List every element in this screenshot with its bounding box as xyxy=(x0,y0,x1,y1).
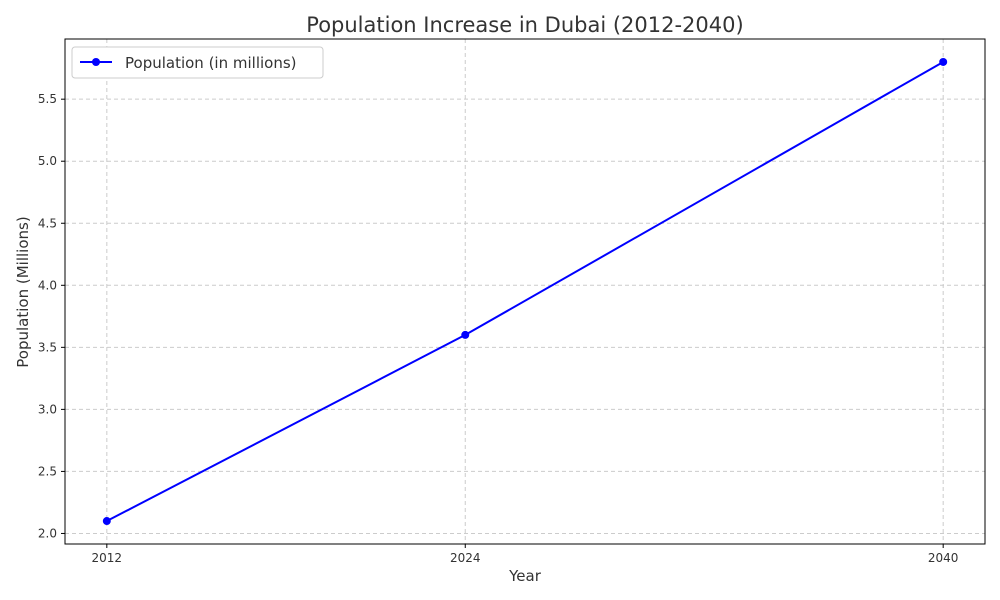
legend-entry-label: Population (in millions) xyxy=(125,54,297,72)
legend-marker-swatch xyxy=(92,58,100,66)
y-tick-label-3: 3.5 xyxy=(38,340,57,354)
x-tick-label-2: 2040 xyxy=(928,551,959,565)
y-tick-label-6: 5.0 xyxy=(38,154,57,168)
y-tick-label-0: 2.0 xyxy=(38,526,57,540)
y-axis-label: Population (Millions) xyxy=(14,216,32,367)
y-tick-label-5: 4.5 xyxy=(38,216,57,230)
chart-title: Population Increase in Dubai (2012-2040) xyxy=(306,13,743,37)
x-axis-label: Year xyxy=(508,567,542,585)
legend: Population (in millions) xyxy=(71,46,324,79)
data-point-0-0 xyxy=(102,517,111,526)
axes: 2.0 2.5 3.0 3.5 4.0 4.5 5.0 5.5 2012 2024 2040 xyxy=(38,38,986,565)
y-tick-label-2: 3.0 xyxy=(38,402,57,416)
series-line-0 xyxy=(106,61,944,522)
legend-box xyxy=(71,46,324,79)
plot-frame xyxy=(64,38,986,545)
series-group xyxy=(102,57,948,526)
y-tick-label-4: 4.0 xyxy=(38,278,57,292)
y-tick-label-7: 5.5 xyxy=(38,92,57,106)
data-point-0-2 xyxy=(939,57,948,66)
grid xyxy=(65,39,985,544)
x-tick-label-1: 2024 xyxy=(450,551,481,565)
y-tick-label-1: 2.5 xyxy=(38,464,57,478)
x-tick-label-0: 2012 xyxy=(92,551,123,565)
data-point-0-1 xyxy=(461,330,470,339)
